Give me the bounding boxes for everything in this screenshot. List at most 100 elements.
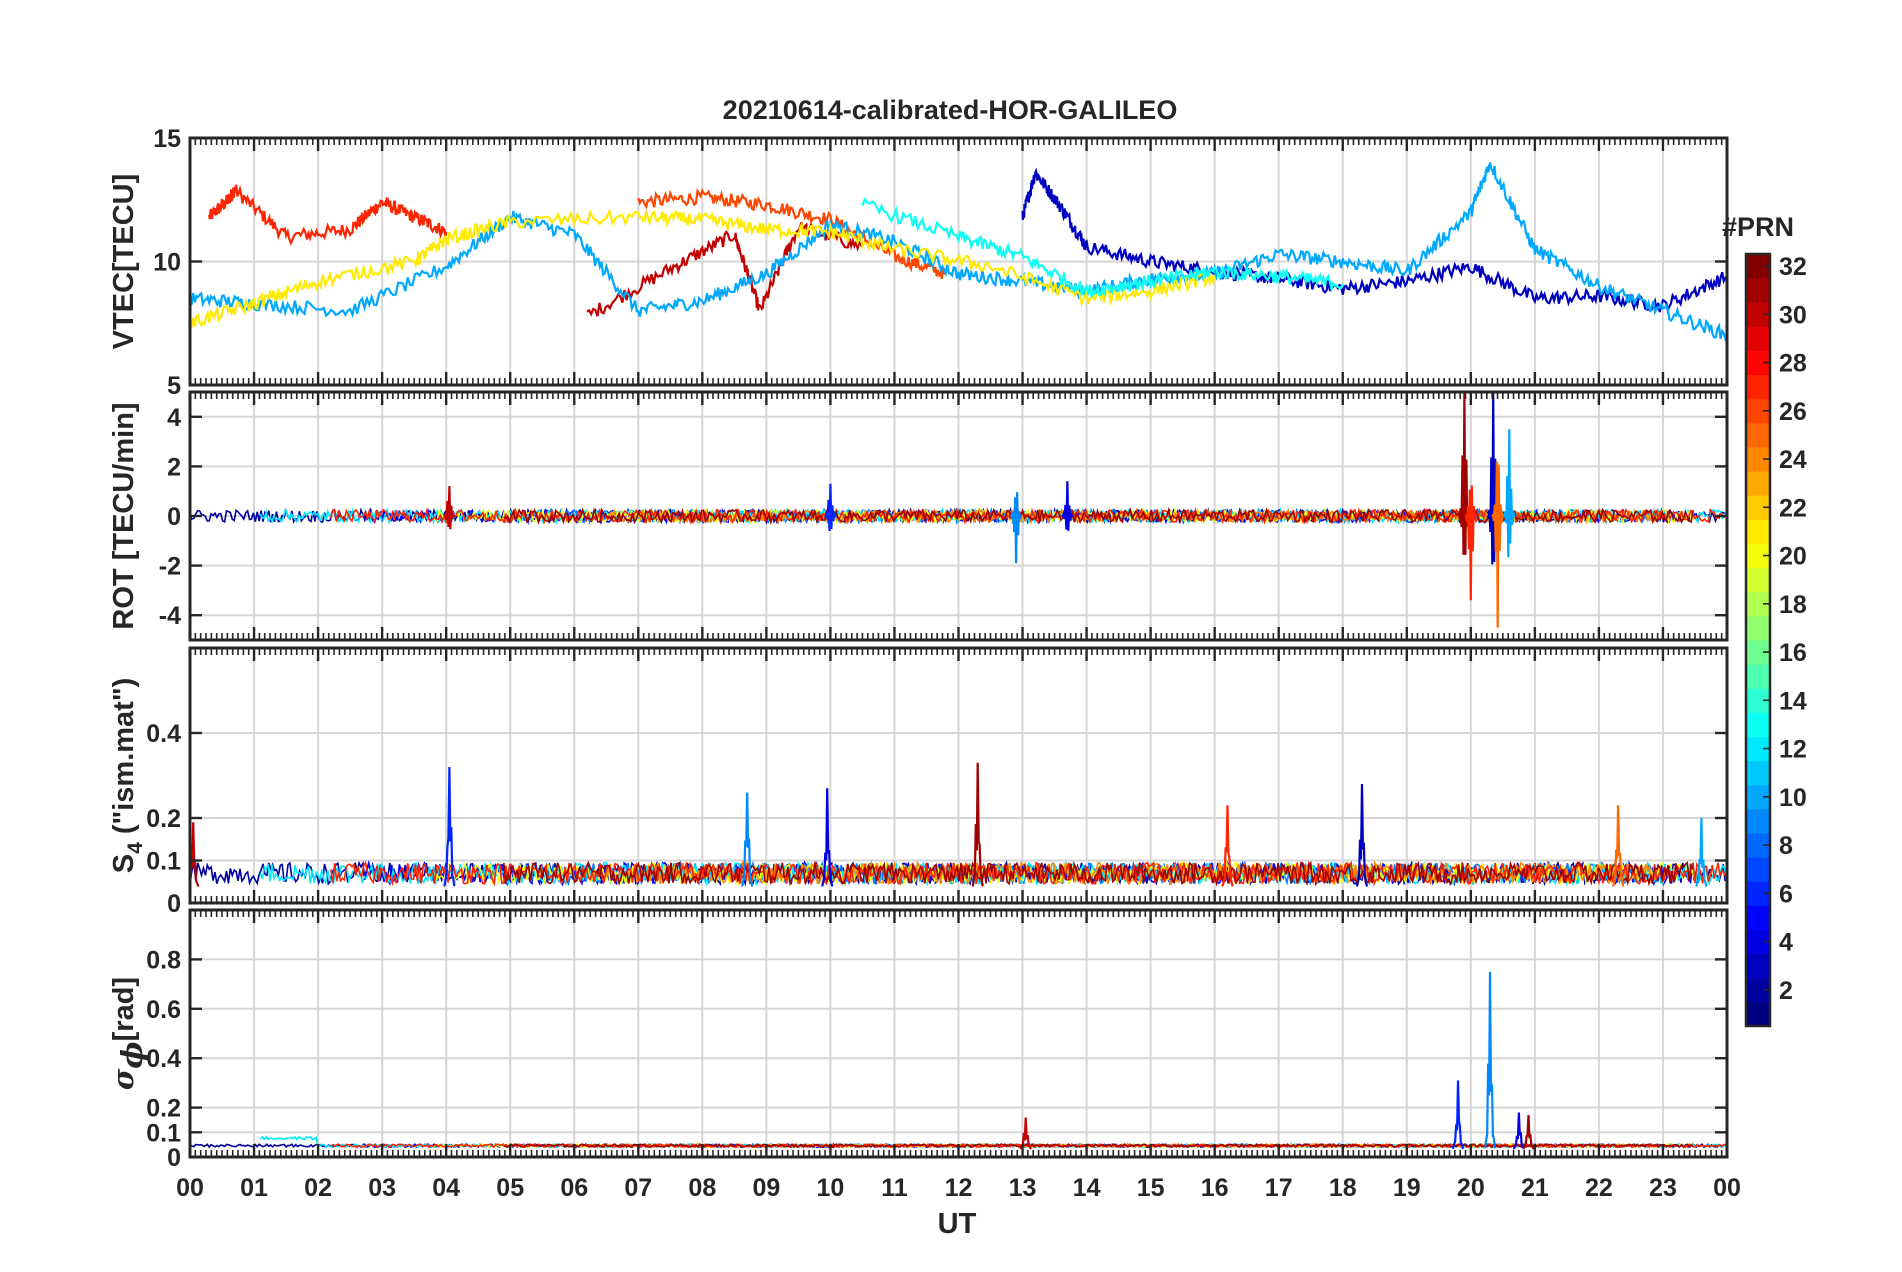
x-tick-label: 05 <box>496 1174 524 1202</box>
y-tick-label: 10 <box>153 249 181 277</box>
colorbar-tick-label: 18 <box>1779 591 1807 619</box>
y-tick-label: -2 <box>159 553 181 581</box>
data-rot <box>190 392 1727 628</box>
y-axis-label: S4 ("ism.mat") <box>108 678 147 874</box>
x-tick-label: 01 <box>240 1174 268 1202</box>
x-tick-label: 16 <box>1201 1174 1229 1202</box>
chart-title: 20210614-calibrated-HOR-GALILEO <box>723 95 1178 125</box>
x-tick-label: 17 <box>1265 1174 1293 1202</box>
x-tick-label: 00 <box>176 1174 204 1202</box>
spike-event <box>1483 971 1497 1149</box>
colorbar-segment <box>1746 857 1770 882</box>
series-line <box>586 221 864 317</box>
spike-event <box>443 486 456 530</box>
y-axis-label: σϕ[rad] <box>106 977 149 1090</box>
colorbar-frame <box>1744 252 1772 1028</box>
spike-event <box>824 483 837 532</box>
spike-event <box>1451 1080 1465 1150</box>
series-line <box>861 197 1344 298</box>
spike-event <box>443 766 456 887</box>
x-tick-label: 12 <box>945 1174 973 1202</box>
data-s4 <box>190 762 1727 887</box>
x-tick-label: 08 <box>688 1174 716 1202</box>
x-tick-label: 09 <box>752 1174 780 1202</box>
colorbar-tick-label: 4 <box>1779 929 1793 957</box>
y-tick-label: 4 <box>167 404 181 432</box>
grid-sigma_phi <box>189 910 1728 1158</box>
colorbar-segment <box>1746 905 1770 930</box>
panel-rot: -4 -2 0 2 4 ROT [TECU/min] <box>108 390 1729 642</box>
ticks-rot: -4 -2 0 2 4 <box>159 392 1729 640</box>
spike-event <box>190 822 200 887</box>
colorbar-tick-label: 6 <box>1779 880 1793 908</box>
colorbar-tick-label: 8 <box>1779 832 1793 860</box>
ticks-s4: 0 0.1 0.2 0.4 <box>146 648 1729 918</box>
colorbar-tick-label: 10 <box>1779 784 1807 812</box>
noise-trace <box>503 860 1694 887</box>
spike-event <box>1061 481 1074 531</box>
ticks-vtec: 5 10 15 <box>153 125 1729 400</box>
colorbar-tick-label: 20 <box>1779 543 1807 571</box>
colorbar-segment <box>1746 760 1770 786</box>
colorbar-segment <box>1746 374 1770 400</box>
x-tick-label: 00 <box>1713 1174 1741 1202</box>
y-tick-label: 2 <box>167 453 181 481</box>
y-tick-label: 0 <box>167 1144 181 1172</box>
y-tick-label: 0 <box>167 890 181 918</box>
panel-sigma_phi: 00.10.2 0.4 0.6 0.8 σϕ[rad] <box>106 908 1729 1172</box>
colorbar-tick-label: 2 <box>1779 977 1793 1005</box>
y-tick-label: 15 <box>153 125 181 153</box>
spike-event <box>1221 805 1234 887</box>
x-tick-label: 14 <box>1073 1174 1101 1202</box>
spike-event <box>1512 1112 1525 1150</box>
x-tick-label: 19 <box>1393 1174 1421 1202</box>
y-tick-label: 0.8 <box>146 946 181 974</box>
spike-event <box>1355 783 1369 887</box>
spike-event <box>1464 485 1478 601</box>
spike-event <box>1009 492 1023 564</box>
x-axis: 00 01 02 03 04 05 06 07 08 09 10 11 12 13 14 15 16 17 18 19… <box>176 1174 1741 1202</box>
y-tick-label: 0.4 <box>146 720 181 748</box>
panel-s4: 0 0.1 0.2 0.4S4 ("ism.mat") <box>108 646 1729 918</box>
series-line <box>208 184 448 246</box>
colorbar-segment <box>1746 808 1770 834</box>
y-tick-label: 0.6 <box>146 996 181 1024</box>
colorbar-tick-label: 24 <box>1779 446 1807 474</box>
colorbar-tick-label: 30 <box>1779 301 1807 329</box>
colorbar-tick-label: 32 <box>1779 253 1807 281</box>
spike-event <box>1522 1114 1535 1150</box>
x-tick-label: 11 <box>881 1174 908 1202</box>
y-tick-label: 0.1 <box>146 848 181 876</box>
spike-event <box>1502 429 1516 558</box>
spike-event <box>1695 817 1708 887</box>
y-axis-label: ROT [TECU/min] <box>108 402 140 629</box>
y-tick-label: -4 <box>159 602 181 630</box>
panel-vtec: 5 10 15 VTEC[TECU] <box>108 125 1729 400</box>
colorbar-segment <box>1746 712 1770 737</box>
y-tick-label: 0.4 <box>146 1045 181 1073</box>
x-tick-label: 04 <box>432 1174 460 1202</box>
spike-event <box>1611 805 1625 887</box>
x-tick-label: 13 <box>1009 1174 1037 1202</box>
x-tick-label: 15 <box>1137 1174 1165 1202</box>
colorbar-tick-label: 28 <box>1779 350 1807 378</box>
x-tick-label: 23 <box>1649 1174 1677 1202</box>
y-tick-label: 0.2 <box>146 805 181 833</box>
series-line <box>190 208 1216 328</box>
colorbar-segment <box>1746 1001 1770 1027</box>
colorbar-segment <box>1746 953 1770 979</box>
series-line <box>637 188 947 280</box>
spike-event <box>740 792 754 887</box>
colorbar-tick-label: 22 <box>1779 494 1807 522</box>
colorbar-segment <box>1746 567 1770 593</box>
y-tick-label: 0.2 <box>146 1095 181 1123</box>
spike-event <box>821 788 834 887</box>
colorbar-segment <box>1746 664 1770 689</box>
y-tick-label: 5 <box>167 372 181 400</box>
x-tick-label: 21 <box>1521 1174 1549 1202</box>
colorbar-tick-label: 26 <box>1779 398 1807 426</box>
colorbar-title: #PRN <box>1722 212 1794 242</box>
spike-event <box>1491 461 1505 628</box>
